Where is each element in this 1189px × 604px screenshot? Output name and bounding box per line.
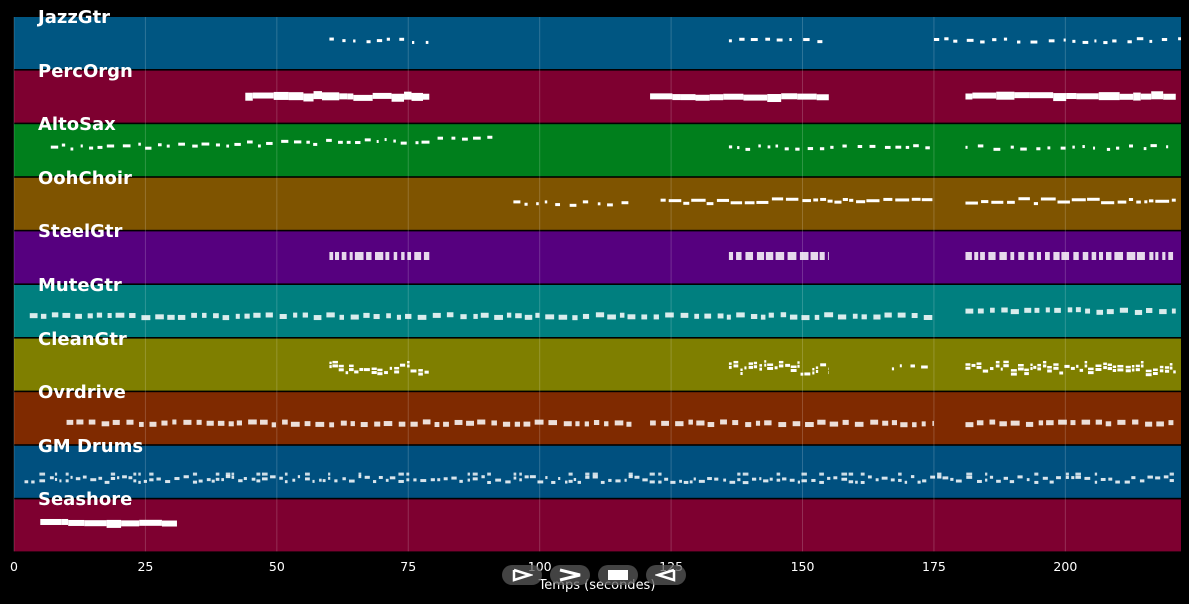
x-tick-label: 175 [921, 559, 946, 574]
note-segment [650, 93, 829, 103]
note-segment [29, 312, 933, 321]
note-segment [245, 91, 430, 102]
track-label: AltoSax [38, 114, 116, 136]
note-segment [965, 91, 1176, 102]
track-lane [14, 445, 1181, 498]
note-segment [965, 419, 1174, 428]
track-label: Seashore [38, 489, 133, 511]
play-icon [512, 568, 533, 582]
rewind-button[interactable] [646, 565, 686, 585]
track-lane [14, 338, 1181, 391]
note-segment [66, 419, 632, 428]
note-segment [50, 135, 493, 151]
note-segment [965, 360, 1176, 377]
track-label: Ovrdrive [38, 382, 126, 404]
note-segment [891, 364, 928, 371]
track-label: GM Drums [38, 435, 144, 457]
note-segment [660, 197, 933, 206]
note-segment [329, 360, 429, 376]
x-tick-label: 50 [268, 559, 285, 574]
track-lane [14, 392, 1181, 445]
note-segment [329, 252, 430, 260]
note-segment [650, 419, 934, 428]
track-lane [14, 499, 1181, 552]
note-segment [965, 197, 1176, 206]
play-button[interactable] [502, 565, 542, 585]
note-segment [513, 200, 629, 207]
track-lane [14, 231, 1181, 284]
note-segment [965, 252, 1174, 260]
track-lane [14, 285, 1181, 337]
fast-forward-icon [559, 568, 581, 582]
track-label: JazzGtr [38, 7, 111, 28]
x-tick-label: 0 [10, 559, 18, 574]
track-label: SteelGtr [38, 221, 123, 243]
note-segment [24, 472, 1174, 485]
note-segment [728, 144, 930, 151]
note-segment [728, 252, 829, 260]
track-lane [14, 124, 1181, 177]
fast-forward-button[interactable] [550, 565, 590, 585]
note-segment [933, 37, 1181, 45]
note-segment [329, 37, 429, 44]
note-segment [728, 360, 829, 376]
x-tick-label: 200 [1053, 559, 1078, 574]
x-tick-label: 25 [137, 559, 154, 574]
track-label: PercOrgn [38, 60, 133, 82]
playback-controls [502, 565, 686, 585]
track-lane [14, 17, 1181, 69]
note-segment [40, 518, 177, 528]
stop-button[interactable] [598, 565, 638, 585]
rewind-icon [655, 568, 676, 582]
track-label: OohChoir [38, 167, 132, 189]
x-tick-label: 75 [400, 559, 417, 574]
note-segment [965, 307, 1176, 315]
stop-icon [608, 570, 628, 580]
note-segment [728, 37, 823, 44]
x-tick-label: 150 [790, 559, 815, 574]
track-label: CleanGtr [38, 328, 127, 350]
track-label: MuteGtr [38, 275, 122, 296]
track-lane [14, 177, 1181, 230]
note-segment [965, 144, 1169, 151]
